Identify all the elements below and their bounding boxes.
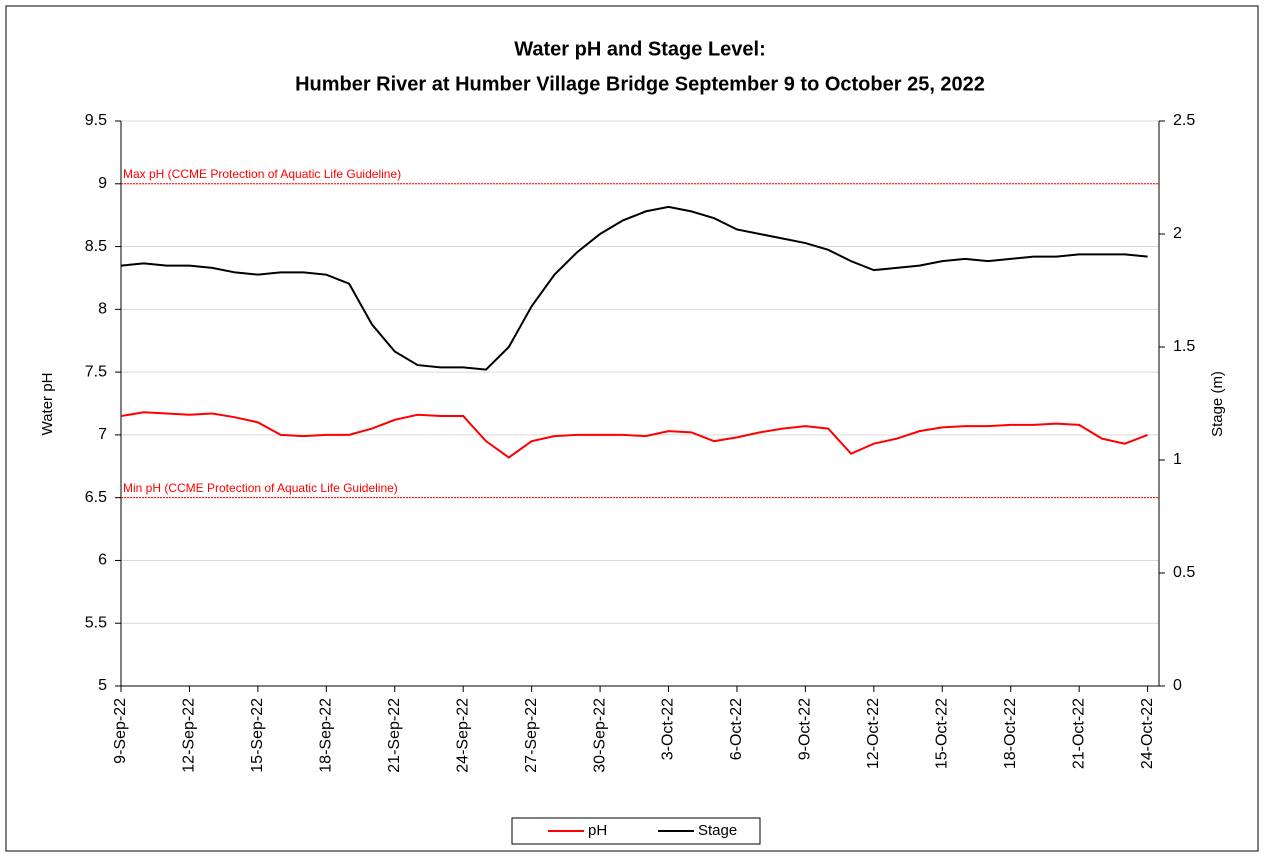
y-tick-label: 9 [98,175,107,192]
y-axis-label: Water pH [39,373,56,436]
y-tick-label: 9.5 [85,112,107,129]
x-tick-label: 9-Sep-22 [112,698,129,764]
y-tick-label: 5.5 [85,614,107,631]
y-tick-label: 5 [98,677,107,694]
x-tick-label: 3-Oct-22 [660,698,677,760]
y-tick-label: 7.5 [85,363,107,380]
x-tick-label: 30-Sep-22 [591,698,608,773]
reference-label: Min pH (CCME Protection of Aquatic Life … [123,481,398,495]
y2-tick-label: 1 [1173,451,1182,468]
chart-frame [5,5,1259,852]
y-tick-label: 8 [98,301,107,318]
x-tick-label: 24-Oct-22 [1139,698,1156,769]
x-tick-label: 9-Oct-22 [797,698,814,760]
y2-axis-label: Stage (m) [1209,371,1226,437]
x-tick-label: 18-Sep-22 [318,698,335,773]
y-tick-label: 6.5 [85,489,107,506]
x-tick-label: 15-Sep-22 [249,698,266,773]
x-tick-label: 21-Sep-22 [386,698,403,773]
y-tick-label: 6 [98,552,107,569]
x-tick-label: 12-Sep-22 [181,698,198,773]
y-tick-label: 7 [98,426,107,443]
x-tick-label: 15-Oct-22 [933,698,950,769]
y2-tick-label: 2 [1173,225,1182,242]
chart-title: Humber River at Humber Village Bridge Se… [295,73,985,95]
y2-tick-label: 2.5 [1173,112,1195,129]
y-tick-label: 8.5 [85,238,107,255]
x-tick-label: 27-Sep-22 [523,698,540,773]
y2-tick-label: 0.5 [1173,564,1195,581]
y2-tick-label: 0 [1173,677,1182,694]
y2-tick-label: 1.5 [1173,338,1195,355]
series-line [120,411,1148,459]
chart-title: Water pH and Stage Level: [514,38,766,60]
x-tick-label: 12-Oct-22 [865,698,882,769]
legend-label: Stage [698,822,737,839]
x-tick-label: 18-Oct-22 [1002,698,1019,769]
reference-label: Max pH (CCME Protection of Aquatic Life … [123,167,401,181]
x-tick-label: 24-Sep-22 [454,698,471,773]
series-line [120,205,1148,371]
x-tick-label: 6-Oct-22 [728,698,745,760]
legend-label: pH [588,822,607,839]
x-tick-label: 21-Oct-22 [1070,698,1087,769]
